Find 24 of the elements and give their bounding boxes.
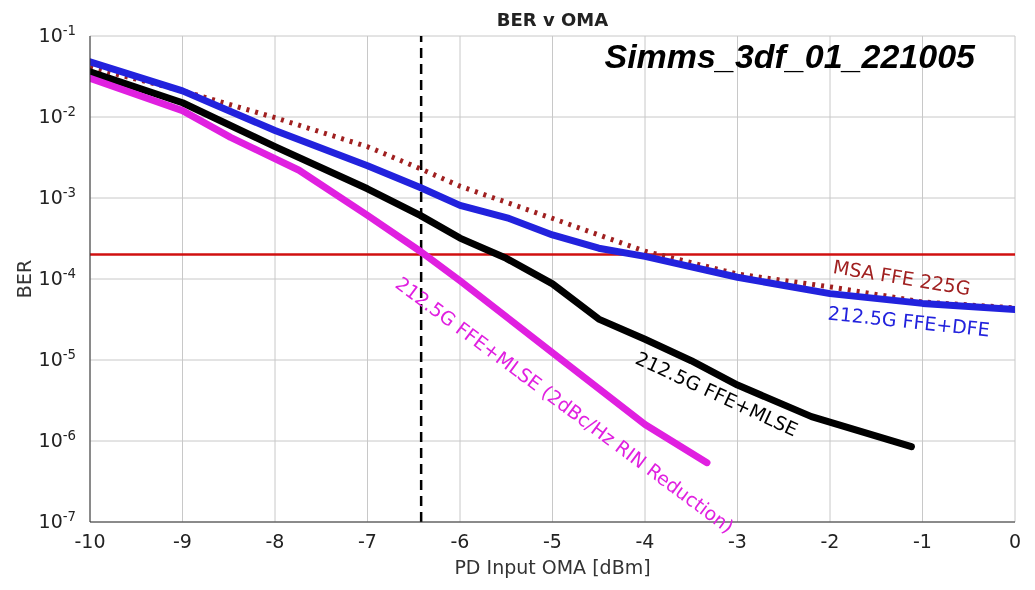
x-tick-label: -6 bbox=[450, 530, 470, 552]
text: 212.5G FFE+DFE bbox=[826, 301, 991, 341]
y-tick-label: 10$^{-4}$ bbox=[38, 265, 76, 289]
x-tick-label: -10 bbox=[74, 530, 106, 552]
y-axis-title: BER bbox=[12, 259, 35, 299]
x-tick-label: -3 bbox=[728, 530, 747, 552]
x-tick-label: -8 bbox=[265, 530, 285, 552]
y-tick-label: 10$^{-3}$ bbox=[38, 184, 76, 208]
annotation: Simms_3df_01_221005 bbox=[604, 37, 977, 75]
x-tick-label: -1 bbox=[913, 530, 932, 552]
x-tick-label: -5 bbox=[543, 530, 562, 552]
chart-title: BER v OMA bbox=[496, 9, 609, 30]
x-tick-label: -9 bbox=[173, 530, 192, 552]
y-tick-label: 10$^{-1}$ bbox=[38, 22, 76, 46]
y-tick-label: 10$^{-7}$ bbox=[38, 508, 76, 532]
x-axis-title: PD Input OMA [dBm] bbox=[454, 556, 651, 578]
x-tick-label: -7 bbox=[358, 530, 377, 552]
x-tick-label: 0 bbox=[1008, 530, 1022, 552]
y-tick-label: 10$^{-6}$ bbox=[38, 427, 76, 451]
y-tick-label: 10$^{-5}$ bbox=[38, 346, 76, 370]
y-tick-label: 10$^{-2}$ bbox=[38, 103, 76, 127]
x-tick-label: -4 bbox=[635, 530, 655, 552]
x-tick-label: -2 bbox=[820, 530, 840, 552]
text: MSA FFE 225G bbox=[831, 255, 973, 300]
